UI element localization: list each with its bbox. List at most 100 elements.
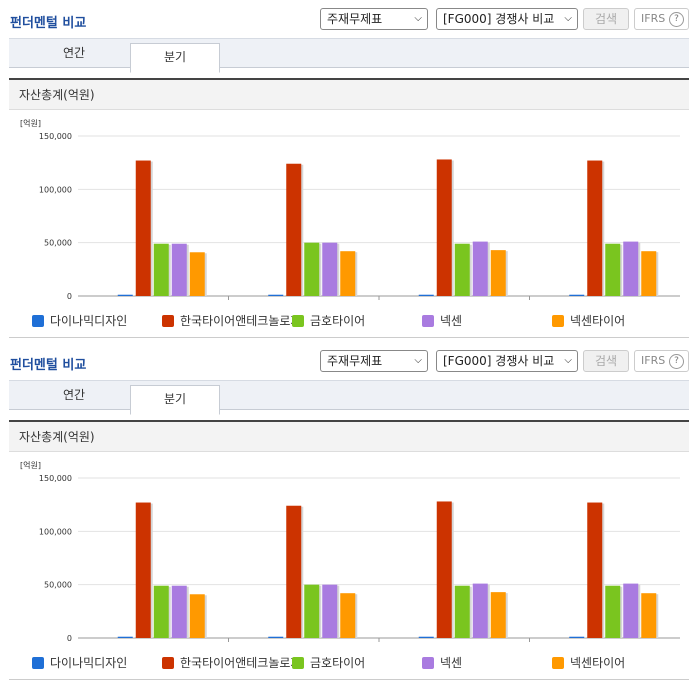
legend-item[interactable]: 넥센 [422, 312, 462, 329]
legend-item[interactable]: 한국타이어앤테크놀로지 [162, 312, 301, 329]
bar[interactable] [135, 160, 151, 296]
legend-item[interactable]: 다이나믹디자인 [32, 654, 127, 671]
bar[interactable] [569, 636, 585, 638]
legend-label: 넥센타이어 [570, 314, 626, 328]
bar[interactable] [135, 502, 151, 638]
ifrs-help-button[interactable]: IFRS ? [634, 8, 689, 30]
peer-group-select[interactable]: [FG000] 경쟁사 비교 ⌵ [436, 350, 578, 372]
tab-annual[interactable]: 연간 [62, 388, 86, 402]
help-icon: ? [669, 12, 684, 27]
report-type-select[interactable]: 주재무제표 ⌵ [320, 8, 428, 30]
bar[interactable] [623, 583, 639, 638]
ifrs-label: IFRS [641, 12, 666, 25]
bar[interactable] [454, 585, 470, 638]
panel-divider [9, 337, 689, 338]
peer-group-value: [FG000] 경쟁사 비교 [443, 354, 555, 368]
legend-swatch [422, 315, 434, 327]
bar[interactable] [268, 636, 284, 638]
tab-quarterly[interactable]: 분기 [130, 385, 220, 415]
bar[interactable] [641, 251, 657, 296]
legend-item[interactable]: 한국타이어앤테크놀로지 [162, 654, 301, 671]
panel-header: 펀더멘털 비교 주재무제표 ⌵ [FG000] 경쟁사 비교 ⌵ 검색 IFRS… [0, 342, 696, 380]
bar[interactable] [153, 243, 169, 296]
legend-item[interactable]: 금호타이어 [292, 654, 365, 671]
bar[interactable] [436, 501, 452, 638]
search-button[interactable]: 검색 [583, 8, 629, 30]
bar[interactable] [268, 294, 284, 296]
panel-title: 펀더멘털 비교 [10, 358, 87, 373]
y-tick-label: 50,000 [44, 239, 72, 248]
peer-group-select[interactable]: [FG000] 경쟁사 비교 ⌵ [436, 8, 578, 30]
legend-label: 넥센 [440, 656, 463, 670]
y-tick-label: 0 [67, 634, 72, 642]
y-tick-label: 150,000 [39, 132, 72, 141]
bar[interactable] [605, 585, 621, 638]
legend-label: 한국타이어앤테크놀로지 [180, 314, 302, 328]
bar[interactable] [605, 243, 621, 296]
tab-annual[interactable]: 연간 [62, 46, 86, 60]
legend-swatch [162, 657, 174, 669]
legend-item[interactable]: 금호타이어 [292, 312, 365, 329]
bar[interactable] [490, 250, 506, 296]
y-tick-label: 150,000 [39, 474, 72, 483]
bar[interactable] [304, 584, 320, 638]
chevron-down-icon: ⌵ [414, 13, 422, 24]
y-tick-label: 50,000 [44, 581, 72, 590]
asset-bar-chart-svg: [억원]050,000100,000150,0002023/062023/092… [20, 460, 680, 654]
legend-swatch [162, 315, 174, 327]
bar[interactable] [286, 163, 302, 296]
bar[interactable] [587, 502, 603, 638]
legend-swatch [292, 657, 304, 669]
bar[interactable] [340, 593, 356, 638]
legend-swatch [292, 315, 304, 327]
bar[interactable] [587, 160, 603, 296]
report-type-value: 주재무제표 [327, 354, 383, 368]
bar[interactable] [117, 636, 133, 638]
bar[interactable] [418, 294, 434, 296]
bar[interactable] [286, 505, 302, 638]
legend-swatch [422, 657, 434, 669]
chart-legend: 다이나믹디자인 한국타이어앤테크놀로지 금호타이어 넥센 넥센타이어 [0, 312, 696, 330]
bar[interactable] [189, 252, 205, 296]
section-title: 자산총계(억원) [9, 420, 689, 452]
legend-item[interactable]: 다이나믹디자인 [32, 312, 127, 329]
panel-header: 펀더멘털 비교 주재무제표 ⌵ [FG000] 경쟁사 비교 ⌵ 검색 IFRS… [0, 0, 696, 38]
bar[interactable] [322, 584, 338, 638]
bar[interactable] [418, 636, 434, 638]
bar[interactable] [436, 159, 452, 296]
bar[interactable] [189, 594, 205, 638]
fundamental-comparison-panel: 펀더멘털 비교 주재무제표 ⌵ [FG000] 경쟁사 비교 ⌵ 검색 IFRS… [0, 342, 696, 684]
legend-item[interactable]: 넥센 [422, 654, 462, 671]
bar[interactable] [117, 294, 133, 296]
tab-quarterly[interactable]: 분기 [130, 43, 220, 73]
legend-item[interactable]: 넥센타이어 [552, 312, 625, 329]
bar[interactable] [322, 242, 338, 296]
legend-label: 다이나믹디자인 [50, 314, 128, 328]
bar[interactable] [490, 592, 506, 638]
bar[interactable] [340, 251, 356, 296]
bar[interactable] [569, 294, 585, 296]
report-type-select[interactable]: 주재무제표 ⌵ [320, 350, 428, 372]
chevron-down-icon: ⌵ [564, 13, 572, 24]
bar[interactable] [153, 585, 169, 638]
y-unit-label: [억원] [20, 118, 41, 128]
panel-divider [9, 679, 689, 680]
bar[interactable] [171, 243, 187, 296]
bar[interactable] [171, 585, 187, 638]
bar[interactable] [472, 583, 488, 638]
bar[interactable] [454, 243, 470, 296]
bar[interactable] [472, 241, 488, 296]
ifrs-help-button[interactable]: IFRS ? [634, 350, 689, 372]
bar[interactable] [623, 241, 639, 296]
bar[interactable] [641, 593, 657, 638]
legend-item[interactable]: 넥센타이어 [552, 654, 625, 671]
legend-swatch [32, 657, 44, 669]
panel-title: 펀더멘털 비교 [10, 16, 87, 31]
search-button[interactable]: 검색 [583, 350, 629, 372]
chevron-down-icon: ⌵ [564, 355, 572, 366]
legend-label: 한국타이어앤테크놀로지 [180, 656, 302, 670]
bar[interactable] [304, 242, 320, 296]
section-title: 자산총계(억원) [9, 78, 689, 110]
legend-label: 넥센 [440, 314, 463, 328]
legend-swatch [552, 315, 564, 327]
